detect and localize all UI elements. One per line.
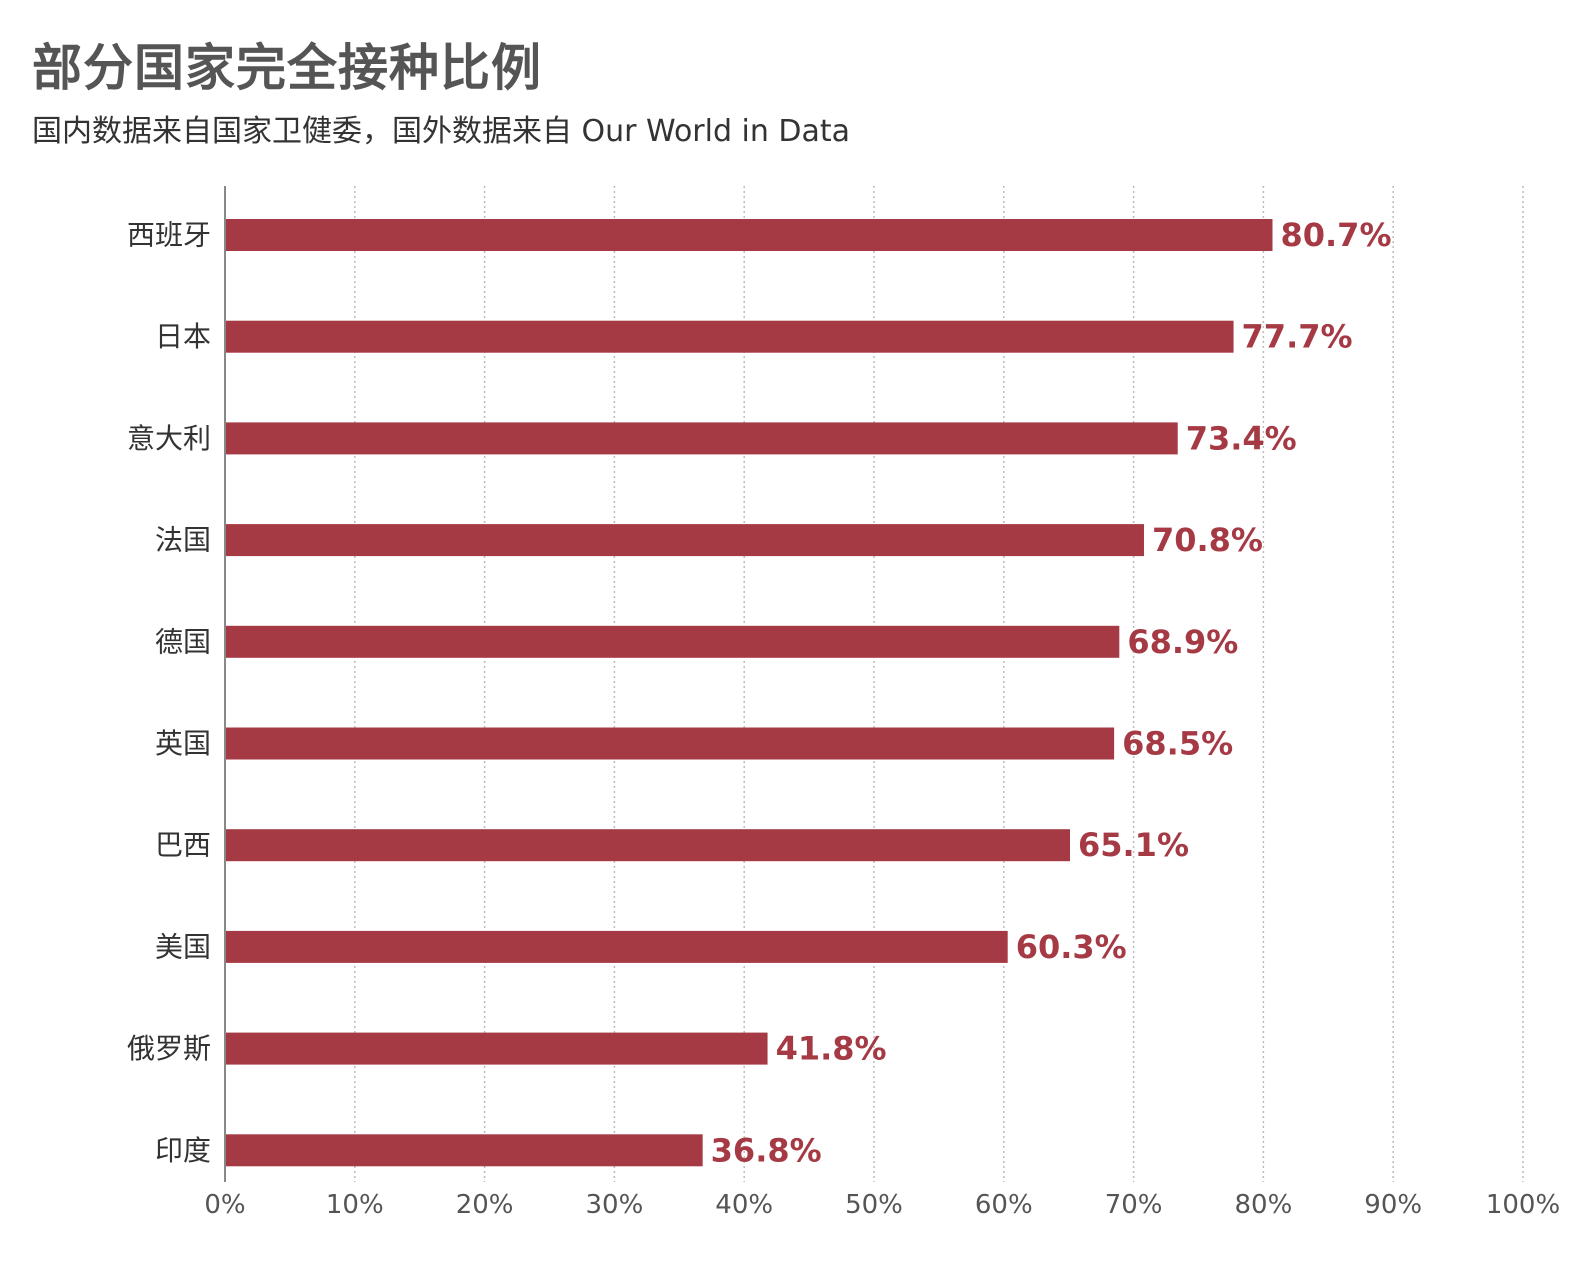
x-tick-label: 10% (326, 1190, 384, 1220)
bar (226, 1134, 703, 1167)
x-tick-label: 80% (1235, 1190, 1293, 1220)
value-label: 36.8% (711, 1131, 822, 1169)
category-label: 英国 (155, 727, 211, 760)
category-label: 美国 (155, 930, 211, 963)
bar (226, 219, 1273, 251)
chart-title: 部分国家完全接种比例 (32, 39, 542, 97)
category-label: 西班牙 (127, 219, 211, 252)
bar (226, 829, 1070, 862)
x-tick-label: 20% (456, 1190, 514, 1220)
category-label: 日本 (155, 320, 211, 353)
value-label: 41.8% (776, 1030, 887, 1068)
value-label: 73.4% (1186, 419, 1297, 457)
x-tick-label: 100% (1486, 1190, 1560, 1220)
category-label: 德国 (155, 625, 211, 658)
x-tick-label: 90% (1364, 1190, 1422, 1220)
category-label: 印度 (155, 1134, 211, 1167)
x-tick-label: 0% (204, 1190, 245, 1220)
chart-subtitle: 国内数据来自国家卫健委，国外数据来自 Our World in Data (32, 114, 851, 149)
value-label: 80.7% (1280, 216, 1391, 254)
bar (226, 727, 1115, 760)
value-label: 68.9% (1127, 623, 1238, 661)
bar (226, 1032, 768, 1065)
bar (226, 625, 1120, 658)
value-label: 77.7% (1242, 318, 1353, 356)
bar (226, 422, 1178, 455)
category-label: 俄罗斯 (127, 1032, 211, 1065)
x-tick-label: 30% (586, 1190, 644, 1220)
bar (226, 930, 1008, 963)
bar (226, 524, 1144, 557)
bar (226, 320, 1234, 353)
x-tick-label: 40% (715, 1190, 773, 1220)
x-tick-label: 70% (1105, 1190, 1163, 1220)
value-label: 68.5% (1122, 725, 1233, 763)
category-label: 法国 (155, 524, 211, 557)
x-tick-label: 60% (975, 1190, 1033, 1220)
category-label: 巴西 (155, 829, 211, 862)
category-label: 意大利 (127, 422, 211, 455)
value-label: 65.1% (1078, 826, 1189, 864)
x-tick-label: 50% (845, 1190, 903, 1220)
value-label: 70.8% (1152, 521, 1263, 559)
value-label: 60.3% (1016, 928, 1127, 966)
